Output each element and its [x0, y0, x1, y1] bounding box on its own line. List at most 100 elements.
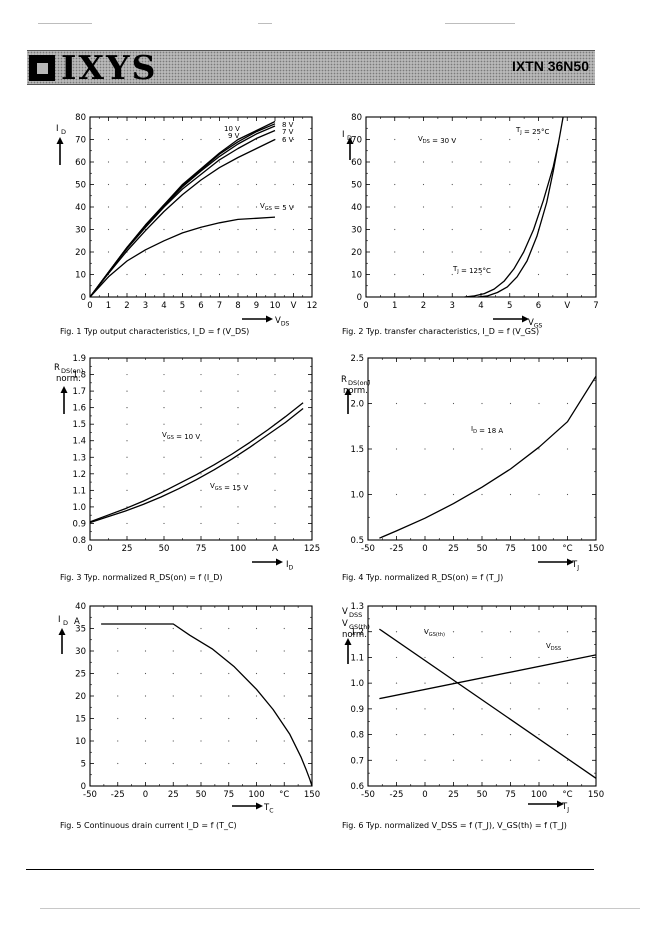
series-line	[89, 120, 276, 298]
grid-dot	[509, 138, 511, 141]
y-axis-label: I	[58, 615, 61, 625]
x-tick-label: -50	[361, 544, 375, 554]
grid-dot	[274, 251, 276, 253]
y-axis-label: DSS	[349, 611, 362, 619]
y-tick-label: 1.0	[350, 491, 364, 501]
series-line	[89, 125, 276, 298]
grid-dot	[126, 423, 128, 425]
grid-dot	[480, 138, 482, 141]
series-line	[379, 654, 597, 700]
x-axis-label: TJ	[561, 802, 569, 814]
logo: IXYS	[29, 51, 157, 84]
grid-dot	[394, 273, 396, 276]
y-tick-label: 40	[75, 602, 86, 612]
grid-dot	[126, 390, 128, 392]
grid-dot	[274, 456, 276, 458]
x-tick-label: 75	[223, 790, 234, 800]
grid-dot	[451, 138, 453, 141]
grid-dot	[424, 682, 426, 684]
grid-dot	[228, 627, 230, 630]
grid-dot	[566, 161, 568, 163]
grid-dot	[237, 506, 239, 508]
y-tick-label: 2.5	[350, 354, 364, 364]
grid-dot	[566, 402, 569, 405]
grid-dot	[538, 493, 540, 496]
grid-dot	[424, 402, 426, 405]
grid-dot	[394, 206, 396, 208]
x-tick-label: 0	[422, 544, 427, 554]
grid-dot	[452, 733, 455, 736]
grid-dot	[481, 708, 483, 710]
grid-dot	[126, 440, 128, 442]
grid-dot	[237, 161, 239, 163]
series-line	[89, 402, 304, 523]
grid-dot	[255, 161, 258, 163]
plot-frame	[89, 357, 313, 541]
series-line	[379, 628, 597, 779]
grid-dot	[237, 228, 239, 231]
grid-dot	[163, 522, 165, 525]
x-tick-label: 3	[143, 301, 148, 311]
grid-dot	[218, 273, 221, 276]
y-tick-label: 1.1	[72, 486, 86, 496]
grid-dot	[255, 251, 258, 253]
footer-rule	[26, 869, 594, 870]
grid-dot	[424, 448, 426, 450]
grid-dot	[424, 493, 426, 496]
y-tick-label: 0	[81, 293, 86, 303]
series-line	[101, 623, 313, 787]
grid-dot	[200, 206, 202, 208]
y-tick-label: 40	[75, 203, 86, 213]
grid-dot	[107, 206, 110, 208]
grid-dot	[274, 273, 276, 276]
grid-dot	[424, 759, 426, 761]
grid-dot	[144, 627, 147, 630]
grid-dot	[274, 440, 276, 442]
x-axis-arrowhead	[557, 800, 564, 808]
grid-dot	[481, 493, 483, 496]
y-tick-label: 80	[351, 113, 362, 123]
curve-annotation: TJ = 125°C	[452, 265, 491, 275]
grid-dot	[200, 489, 202, 491]
grid-dot	[274, 522, 276, 525]
grid-dot	[228, 695, 230, 697]
grid-dot	[144, 183, 147, 186]
grid-dot	[537, 251, 540, 253]
grid-dot	[292, 138, 295, 141]
grid-dot	[126, 373, 128, 376]
grid-dot	[480, 206, 482, 208]
grid-dot	[566, 733, 569, 736]
grid-dot	[126, 161, 128, 163]
grid-dot	[283, 695, 285, 697]
header-banner: IXYS IXTN 36N50	[27, 50, 595, 85]
x-axis-label: TJ	[571, 560, 579, 572]
grid-dot	[509, 656, 512, 659]
y-axis-arrowhead	[60, 386, 68, 393]
curve-annotation: 8 V	[282, 121, 294, 129]
grid-dot	[481, 402, 483, 405]
grid-dot	[144, 717, 147, 720]
y-tick-label: 1.9	[72, 354, 86, 364]
grid-dot	[237, 251, 239, 253]
grid-dot	[237, 473, 239, 475]
grid-dot	[163, 161, 165, 163]
grid-dot	[452, 708, 455, 710]
x-tick-label: 1	[392, 301, 397, 311]
grid-dot	[451, 273, 453, 276]
fig2-caption: Fig. 2 Typ. transfer characteristics, I_…	[342, 327, 540, 336]
grid-dot	[181, 206, 184, 208]
x-tick-label: 4	[161, 301, 166, 311]
grid-dot	[255, 627, 258, 630]
grid-dot	[274, 390, 276, 392]
grid-dot	[200, 650, 202, 652]
grid-dot	[172, 717, 174, 720]
grid-dot	[117, 627, 119, 630]
grid-dot	[117, 650, 119, 652]
y-tick-label: 1.5	[350, 445, 364, 455]
grid-dot	[394, 138, 396, 141]
y-tick-label: 15	[75, 715, 86, 725]
x-tick-label: 75	[196, 544, 207, 554]
grid-dot	[117, 740, 119, 742]
top-scan-mark	[445, 23, 515, 24]
grid-dot	[200, 522, 202, 525]
